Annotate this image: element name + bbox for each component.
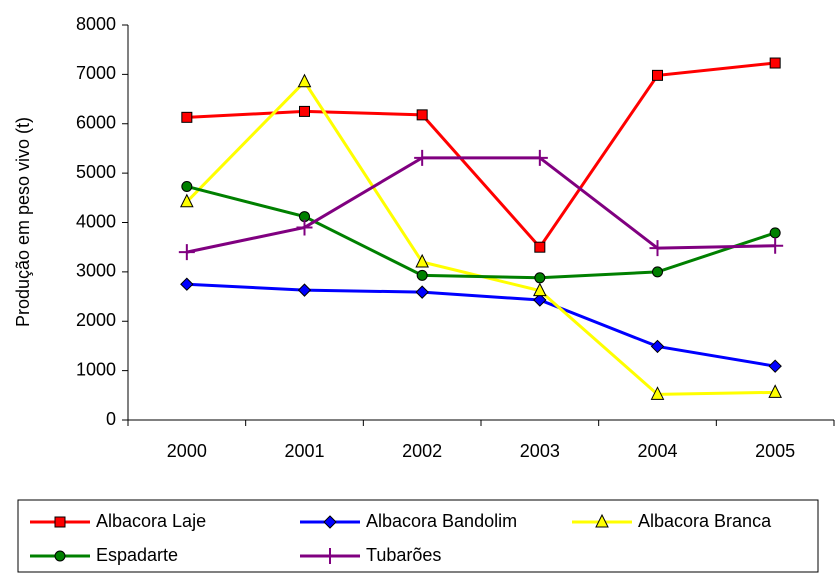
- marker: [415, 285, 429, 299]
- marker: [297, 283, 312, 297]
- series-line: [186, 156, 776, 254]
- marker: [768, 384, 782, 398]
- marker: [296, 219, 313, 236]
- marker: [323, 515, 337, 529]
- marker: [768, 359, 782, 373]
- marker: [414, 149, 431, 166]
- legend-label: Albacora Bandolim: [366, 511, 517, 531]
- marker: [534, 272, 546, 284]
- y-tick-label: 2000: [76, 310, 116, 330]
- marker: [181, 180, 193, 192]
- marker: [650, 386, 665, 400]
- y-tick-label: 7000: [76, 63, 116, 83]
- y-axis-title: Produção em peso vivo (t): [13, 117, 33, 327]
- marker: [54, 516, 66, 528]
- marker: [652, 69, 663, 81]
- y-tick-label: 3000: [76, 261, 116, 281]
- marker: [649, 240, 666, 257]
- marker: [181, 111, 193, 123]
- x-tick-label: 2002: [402, 441, 442, 461]
- y-tick-label: 4000: [76, 211, 116, 231]
- marker: [650, 339, 665, 354]
- marker: [534, 241, 546, 253]
- marker: [415, 253, 429, 268]
- legend-label: Albacora Laje: [96, 511, 206, 531]
- series-line: [186, 282, 776, 368]
- y-tick-label: 0: [106, 409, 116, 429]
- series-line: [185, 79, 776, 396]
- marker: [180, 277, 194, 291]
- marker: [299, 105, 310, 117]
- x-tick-label: 2003: [520, 441, 560, 461]
- x-tick-label: 2000: [167, 441, 207, 461]
- marker: [180, 193, 194, 208]
- marker: [533, 293, 547, 307]
- x-tick-label: 2004: [637, 441, 677, 461]
- marker: [652, 266, 663, 278]
- marker: [769, 227, 781, 239]
- x-tick-label: 2001: [284, 441, 324, 461]
- legend-label: Espadarte: [96, 545, 178, 565]
- y-tick-label: 6000: [76, 113, 116, 133]
- legend-box: [17, 499, 819, 573]
- marker: [595, 513, 609, 528]
- series-line: [186, 61, 776, 250]
- marker: [769, 57, 781, 69]
- x-tick-label: 2005: [755, 441, 795, 461]
- y-tick-label: 8000: [76, 14, 116, 34]
- series-line: [186, 185, 776, 280]
- marker: [767, 237, 784, 254]
- legend-label: Tubarões: [366, 545, 441, 565]
- marker: [531, 149, 548, 166]
- marker: [322, 548, 338, 564]
- y-tick-label: 1000: [76, 359, 116, 379]
- marker: [178, 244, 195, 261]
- marker: [533, 282, 547, 297]
- y-tick-label: 5000: [76, 162, 116, 182]
- marker: [297, 73, 312, 88]
- marker: [416, 269, 428, 281]
- marker: [54, 550, 66, 562]
- legend-label: Albacora Branca: [638, 511, 772, 531]
- marker: [416, 109, 428, 121]
